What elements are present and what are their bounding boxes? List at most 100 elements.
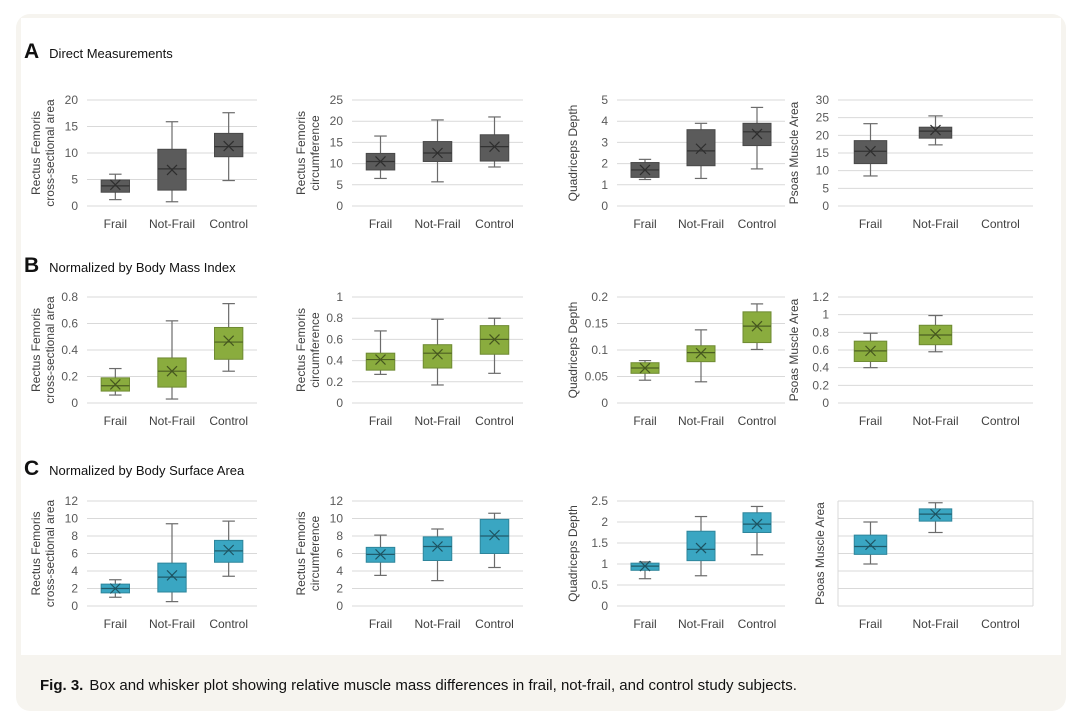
panel-b-chart-4-x-tick-label: Control: [981, 414, 1020, 428]
row-c-title: Normalized by Body Surface Area: [49, 463, 245, 478]
panel-a-chart-2-mean-marker: [375, 156, 386, 167]
panel-c-chart-2-y-tick-label: 10: [330, 512, 344, 526]
panel-a-chart-2-y-tick-label: 5: [336, 178, 343, 192]
panel-c-chart-1-mean-marker: [166, 569, 178, 581]
panel-a-chart-4-box: [918, 126, 953, 139]
panel-a-chart-1-x-tick-label: Frail: [104, 217, 127, 231]
panel-a-chart-4-mean-marker: [930, 124, 941, 136]
panel-c-chart-4-y-axis-label: Psoas Muscle Area: [813, 502, 827, 605]
panel-b-chart-4-y-tick-label: 0.8: [812, 325, 829, 339]
panel-b-chart-4-mean-marker: [865, 345, 876, 357]
panel-b-chart-4-mean-marker: [930, 328, 941, 340]
panel-c-chart-1-y-tick-label: 12: [65, 494, 79, 508]
panel-b-chart-1-y-tick-label: 0: [71, 396, 78, 410]
panel-a-chart-3-y-axis-label: Quadriceps Depth: [566, 105, 580, 202]
panel-c-chart-2-mean-marker: [432, 541, 443, 552]
panel-b-chart-1-mean-marker: [109, 379, 121, 390]
panel-b-chart-3-x-tick-label: Control: [738, 414, 777, 428]
panel-a-chart-3-x-tick-label: Not-Frail: [678, 217, 724, 231]
panel-c-chart-4-mean-marker: [930, 508, 941, 520]
row-b-title: Normalized by Body Mass Index: [49, 260, 236, 275]
panel-b-chart-3-y-tick-label: 0.15: [585, 317, 609, 331]
panel-c-chart-2-x-tick-label: Frail: [369, 617, 392, 631]
panel-b-chart-1-mean-marker: [166, 365, 178, 377]
panel-a-chart-3-box: [686, 129, 716, 167]
panel-a-chart-4-y-axis-label: Psoas Muscle Area: [787, 101, 801, 204]
panel-b-chart-4-y-axis-label: Psoas Muscle Area: [787, 298, 801, 401]
panel-a-chart-2-y-tick-label: 10: [330, 157, 344, 171]
panel-b-chart-4-x-tick-label: Not-Frail: [912, 414, 958, 428]
panel-a-chart-3-y-tick-label: 0: [601, 199, 608, 213]
panel-b-chart-2-x-tick-label: Not-Frail: [414, 414, 460, 428]
panel-a-chart-3-y-tick-label: 2: [601, 157, 608, 171]
panel-c-chart-3-y-tick-label: 1: [601, 557, 608, 571]
panel-a-chart-2-mean-marker: [432, 147, 443, 159]
panel-c-chart-1-y-tick-label: 10: [65, 512, 79, 526]
panel-b-chart-1-y-axis-label: cross-sectional area: [43, 296, 57, 404]
panel-a-chart-4-y-tick-label: 5: [822, 181, 829, 195]
panel-a-chart-2-x-tick-label: Not-Frail: [414, 217, 460, 231]
row-b-heading: B Normalized by Body Mass Index: [24, 254, 236, 278]
panel-c-chart-3-x-tick-label: Frail: [633, 617, 656, 631]
panel-c-chart-1-x-tick-label: Control: [209, 617, 248, 631]
panel-a-chart-1-mean-marker: [223, 140, 235, 152]
panel-a-chart-4-y-tick-label: 15: [816, 146, 830, 160]
panel-c-chart-1-y-tick-label: 0: [71, 599, 78, 613]
panel-c-chart-3-box: [686, 530, 716, 562]
panel-b-chart-4-y-tick-label: 0.2: [812, 378, 829, 392]
panel-c-chart-1-mean-marker: [223, 544, 235, 556]
panel-c-chart-3-box: [742, 512, 772, 534]
panel-c-chart-2-y-tick-label: 0: [336, 599, 343, 613]
panel-a-chart-4-x-tick-label: Frail: [859, 217, 882, 231]
panel-a-chart-3-y-tick-label: 5: [601, 93, 608, 107]
panel-b-chart-4-x-tick-label: Frail: [859, 414, 882, 428]
panel-b-chart-2-box: [422, 344, 453, 369]
panel-a-chart-2-x-tick-label: Control: [475, 217, 514, 231]
panel-a-chart-1-x-tick-label: Not-Frail: [149, 217, 195, 231]
panel-a-chart-3-x-tick-label: Control: [738, 217, 777, 231]
panel-a-chart-1-x-tick-label: Control: [209, 217, 248, 231]
panel-a-chart-4-x-tick-label: Control: [981, 217, 1020, 231]
panel-a-chart-1-y-tick-label: 5: [71, 173, 78, 187]
panel-b-chart-3-mean-marker: [639, 362, 651, 374]
panel-b-chart-1-y-tick-label: 0.4: [61, 343, 78, 357]
row-b-letter: B: [24, 254, 40, 277]
panel-c-chart-2-x-tick-label: Not-Frail: [414, 617, 460, 631]
panel-a-chart-2-y-axis-label: circumference: [308, 115, 322, 191]
panel-a-chart-1-y-tick-label: 20: [65, 93, 79, 107]
panel-c-chart-1-y-axis-label: cross-sectional area: [43, 499, 57, 607]
panel-b-chart-1-x-tick-label: Control: [209, 414, 248, 428]
panel-b-chart-2-mean-marker: [375, 354, 386, 365]
panel-a-chart-4-x-tick-label: Not-Frail: [912, 217, 958, 231]
panel-c-chart-3-y-tick-label: 0: [601, 599, 608, 613]
panel-c-chart-2-box: [422, 536, 453, 561]
panel-b-chart-1-y-tick-label: 0.6: [61, 317, 78, 331]
panel-a-chart-1-y-axis-label: Rectus Femoris: [29, 111, 43, 195]
panel-b-chart-4-y-tick-label: 0.6: [812, 343, 829, 357]
panel-a-chart-4-y-tick-label: 10: [816, 164, 830, 178]
panel-c-chart-2-y-tick-label: 2: [336, 582, 343, 596]
panel-c-chart-4-x-tick-label: Control: [981, 617, 1020, 631]
panel-c-chart-2-x-tick-label: Control: [475, 617, 514, 631]
panel-c-chart-3-mean-marker: [695, 542, 707, 554]
panel-a-chart-3-mean-marker: [639, 164, 651, 176]
panel-b-chart-3-mean-marker: [695, 347, 707, 359]
row-a-letter: A: [24, 40, 40, 63]
panel-c-chart-2-y-tick-label: 6: [336, 547, 343, 561]
panel-c-chart-1-y-tick-label: 4: [71, 564, 78, 578]
panel-b-chart-3-y-tick-label: 0.2: [591, 290, 608, 304]
panel-c-chart-4-x-tick-label: Not-Frail: [912, 617, 958, 631]
panel-c-chart-3-mean-marker: [639, 560, 651, 572]
panel-b-chart-3-y-axis-label: Quadriceps Depth: [566, 302, 580, 399]
panel-a-chart-2-y-tick-label: 25: [330, 93, 344, 107]
panel-a-chart-3-x-tick-label: Frail: [633, 217, 656, 231]
panel-c-chart-1-y-tick-label: 8: [71, 529, 78, 543]
figure-panel-area: [21, 18, 1061, 655]
panel-b-chart-4-y-tick-label: 1: [822, 308, 829, 322]
panel-c-chart-1-y-tick-label: 2: [71, 582, 78, 596]
panel-b-chart-2-y-axis-label: circumference: [308, 312, 322, 388]
panel-b-chart-2-y-axis-label: Rectus Femoris: [294, 308, 308, 392]
panel-a-chart-1-mean-marker: [109, 179, 121, 191]
panel-c-chart-2-mean-marker: [375, 548, 386, 560]
